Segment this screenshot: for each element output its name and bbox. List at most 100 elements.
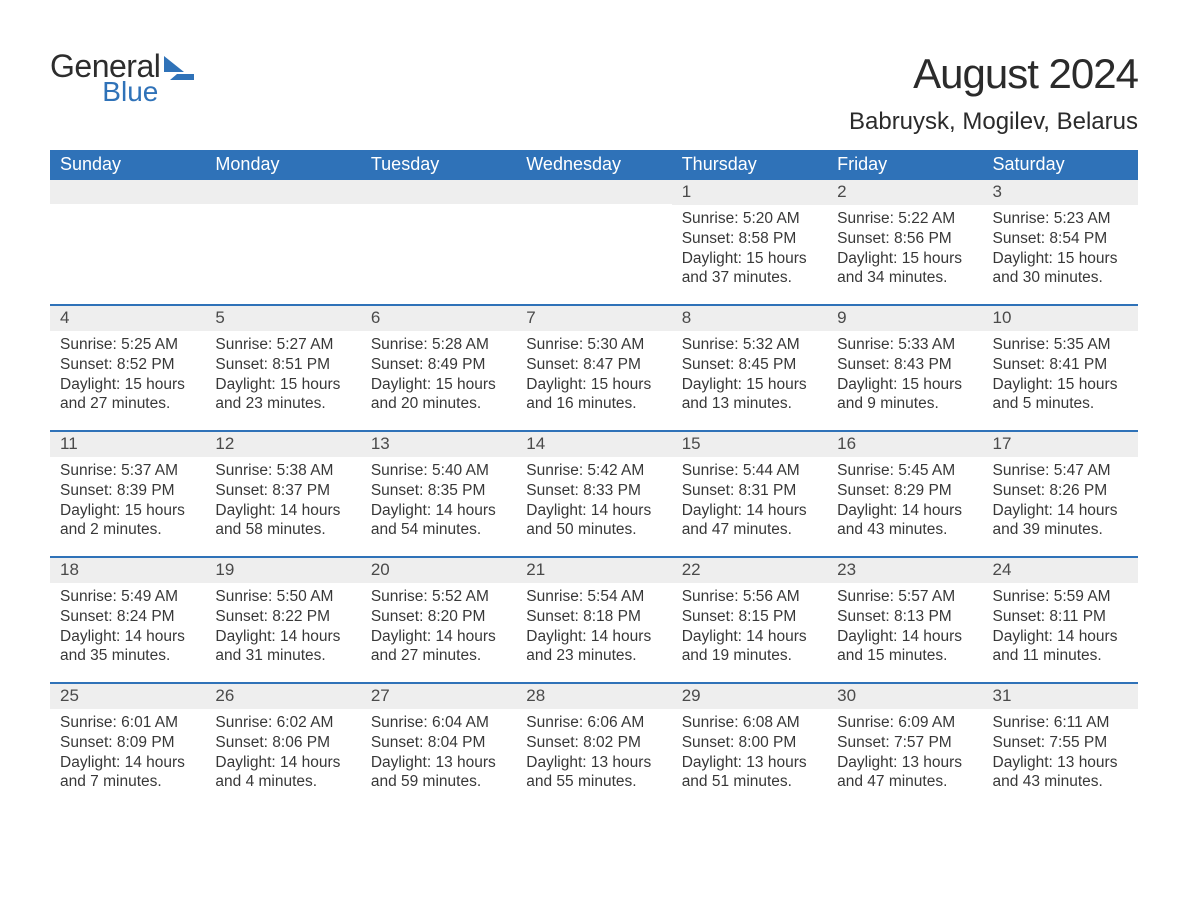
weekday-label: Monday [205,150,360,180]
sunset-text: Sunset: 8:29 PM [837,481,972,501]
sunrise-text: Sunrise: 6:08 AM [682,713,817,733]
day-number [205,180,360,204]
day-details: Sunrise: 5:35 AMSunset: 8:41 PMDaylight:… [983,331,1138,414]
day-number: 30 [827,684,982,709]
calendar-day [516,180,671,304]
daylight-text: Daylight: 14 hours and 58 minutes. [215,501,350,541]
daylight-text: Daylight: 14 hours and 23 minutes. [526,627,661,667]
daylight-text: Daylight: 13 hours and 55 minutes. [526,753,661,793]
weekday-header-row: SundayMondayTuesdayWednesdayThursdayFrid… [50,150,1138,180]
sunset-text: Sunset: 8:35 PM [371,481,506,501]
sunset-text: Sunset: 8:37 PM [215,481,350,501]
daylight-text: Daylight: 14 hours and 7 minutes. [60,753,195,793]
daylight-text: Daylight: 14 hours and 31 minutes. [215,627,350,667]
day-details: Sunrise: 6:02 AMSunset: 8:06 PMDaylight:… [205,709,360,792]
sunset-text: Sunset: 8:11 PM [993,607,1128,627]
sunrise-text: Sunrise: 5:47 AM [993,461,1128,481]
brand-line2: Blue [102,78,158,106]
day-details: Sunrise: 5:22 AMSunset: 8:56 PMDaylight:… [827,205,982,288]
calendar-day: 31Sunrise: 6:11 AMSunset: 7:55 PMDayligh… [983,684,1138,808]
day-number: 2 [827,180,982,205]
day-number: 18 [50,558,205,583]
sunrise-text: Sunrise: 5:20 AM [682,209,817,229]
day-details: Sunrise: 5:59 AMSunset: 8:11 PMDaylight:… [983,583,1138,666]
day-details: Sunrise: 5:49 AMSunset: 8:24 PMDaylight:… [50,583,205,666]
calendar-day: 17Sunrise: 5:47 AMSunset: 8:26 PMDayligh… [983,432,1138,556]
weekday-label: Thursday [672,150,827,180]
daylight-text: Daylight: 15 hours and 37 minutes. [682,249,817,289]
sunrise-text: Sunrise: 5:30 AM [526,335,661,355]
sunset-text: Sunset: 8:58 PM [682,229,817,249]
sunrise-text: Sunrise: 6:04 AM [371,713,506,733]
day-details: Sunrise: 5:56 AMSunset: 8:15 PMDaylight:… [672,583,827,666]
sunset-text: Sunset: 8:52 PM [60,355,195,375]
calendar-day: 18Sunrise: 5:49 AMSunset: 8:24 PMDayligh… [50,558,205,682]
day-number: 5 [205,306,360,331]
daylight-text: Daylight: 13 hours and 43 minutes. [993,753,1128,793]
sunset-text: Sunset: 8:45 PM [682,355,817,375]
day-details: Sunrise: 5:25 AMSunset: 8:52 PMDaylight:… [50,331,205,414]
daylight-text: Daylight: 15 hours and 9 minutes. [837,375,972,415]
week-row: 11Sunrise: 5:37 AMSunset: 8:39 PMDayligh… [50,430,1138,556]
sunset-text: Sunset: 8:06 PM [215,733,350,753]
calendar-day: 25Sunrise: 6:01 AMSunset: 8:09 PMDayligh… [50,684,205,808]
calendar-day: 28Sunrise: 6:06 AMSunset: 8:02 PMDayligh… [516,684,671,808]
calendar-day: 20Sunrise: 5:52 AMSunset: 8:20 PMDayligh… [361,558,516,682]
sunrise-text: Sunrise: 5:28 AM [371,335,506,355]
brand-text: General Blue [50,50,160,106]
daylight-text: Daylight: 14 hours and 35 minutes. [60,627,195,667]
sunset-text: Sunset: 8:09 PM [60,733,195,753]
sunrise-text: Sunrise: 5:40 AM [371,461,506,481]
daylight-text: Daylight: 15 hours and 34 minutes. [837,249,972,289]
daylight-text: Daylight: 15 hours and 5 minutes. [993,375,1128,415]
calendar-day: 29Sunrise: 6:08 AMSunset: 8:00 PMDayligh… [672,684,827,808]
sunset-text: Sunset: 8:54 PM [993,229,1128,249]
day-details: Sunrise: 5:30 AMSunset: 8:47 PMDaylight:… [516,331,671,414]
title-block: August 2024 Babruysk, Mogilev, Belarus [849,50,1138,136]
calendar-day: 19Sunrise: 5:50 AMSunset: 8:22 PMDayligh… [205,558,360,682]
sunset-text: Sunset: 8:04 PM [371,733,506,753]
sunset-text: Sunset: 8:41 PM [993,355,1128,375]
daylight-text: Daylight: 15 hours and 27 minutes. [60,375,195,415]
day-number: 10 [983,306,1138,331]
calendar-day: 6 Sunrise: 5:28 AMSunset: 8:49 PMDaylight… [361,306,516,430]
day-number [361,180,516,204]
sunrise-text: Sunrise: 5:45 AM [837,461,972,481]
sunrise-text: Sunrise: 5:32 AM [682,335,817,355]
daylight-text: Daylight: 14 hours and 54 minutes. [371,501,506,541]
sunset-text: Sunset: 8:24 PM [60,607,195,627]
sunset-text: Sunset: 8:49 PM [371,355,506,375]
day-details: Sunrise: 5:33 AMSunset: 8:43 PMDaylight:… [827,331,982,414]
sunrise-text: Sunrise: 5:27 AM [215,335,350,355]
day-number: 31 [983,684,1138,709]
calendar-day: 11Sunrise: 5:37 AMSunset: 8:39 PMDayligh… [50,432,205,556]
day-details: Sunrise: 5:32 AMSunset: 8:45 PMDaylight:… [672,331,827,414]
day-details: Sunrise: 5:50 AMSunset: 8:22 PMDaylight:… [205,583,360,666]
sunset-text: Sunset: 8:18 PM [526,607,661,627]
sunrise-text: Sunrise: 5:54 AM [526,587,661,607]
daylight-text: Daylight: 14 hours and 50 minutes. [526,501,661,541]
weeks-container: 1Sunrise: 5:20 AMSunset: 8:58 PMDaylight… [50,180,1138,808]
sunset-text: Sunset: 8:00 PM [682,733,817,753]
day-details: Sunrise: 6:01 AMSunset: 8:09 PMDaylight:… [50,709,205,792]
day-details: Sunrise: 5:20 AMSunset: 8:58 PMDaylight:… [672,205,827,288]
daylight-text: Daylight: 15 hours and 2 minutes. [60,501,195,541]
calendar-day [361,180,516,304]
brand-mark-icon [164,50,198,85]
daylight-text: Daylight: 15 hours and 20 minutes. [371,375,506,415]
sunrise-text: Sunrise: 5:23 AM [993,209,1128,229]
day-number: 15 [672,432,827,457]
sunset-text: Sunset: 8:02 PM [526,733,661,753]
day-number: 6 [361,306,516,331]
day-details: Sunrise: 6:04 AMSunset: 8:04 PMDaylight:… [361,709,516,792]
day-number: 19 [205,558,360,583]
calendar-day: 30Sunrise: 6:09 AMSunset: 7:57 PMDayligh… [827,684,982,808]
sunrise-text: Sunrise: 6:02 AM [215,713,350,733]
daylight-text: Daylight: 15 hours and 16 minutes. [526,375,661,415]
weekday-label: Friday [827,150,982,180]
day-details: Sunrise: 6:11 AMSunset: 7:55 PMDaylight:… [983,709,1138,792]
sunrise-text: Sunrise: 5:37 AM [60,461,195,481]
day-number: 11 [50,432,205,457]
header: General Blue August 2024 Babruysk, Mogil… [50,50,1138,136]
weekday-label: Tuesday [361,150,516,180]
